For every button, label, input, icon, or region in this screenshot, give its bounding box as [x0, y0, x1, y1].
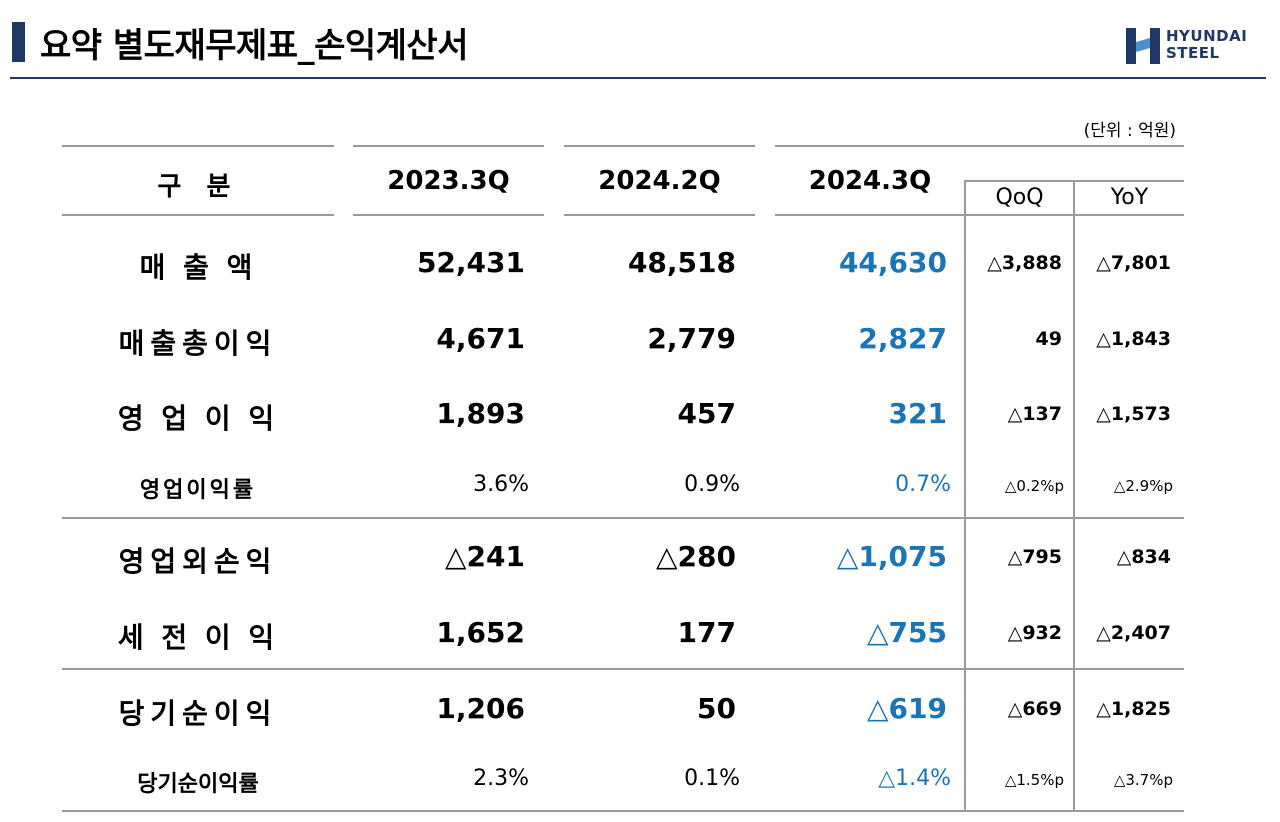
header-yoy: YoY [1110, 185, 1149, 210]
operating-margin-2024-2q: 0.9% [684, 472, 740, 497]
row-label-revenue: 매 출 액 [139, 251, 257, 284]
non-operating-qoq: △795 [1007, 546, 1062, 568]
net-margin-2024-3q: △1.4% [878, 766, 951, 791]
net-margin-yoy: △3.7%p [1113, 771, 1173, 789]
header-bottom-line [775, 214, 1184, 216]
operating-profit-yoy: △1,573 [1096, 403, 1171, 425]
row-label-operating-margin: 영업이익률 [139, 478, 257, 503]
header-bottom-line [564, 214, 755, 216]
table-top-line [775, 145, 1184, 147]
pretax-income-yoy: △2,407 [1096, 622, 1171, 644]
net-margin-2024-2q: 0.1% [684, 766, 740, 791]
revenue-2024-3q: 44,630 [838, 246, 947, 279]
net-income-qoq: △669 [1007, 698, 1062, 720]
non-operating-2024-3q: △1,075 [836, 540, 947, 573]
hyundai-steel-logo: HYUNDAI STEEL [1126, 26, 1247, 66]
pretax-income-2023-3q: 1,652 [436, 616, 525, 649]
row-label-net-income: 당기순이익 [118, 697, 278, 730]
row-label-non-operating: 영업외손익 [118, 545, 278, 578]
operating-profit-qoq: △137 [1007, 403, 1062, 425]
title-accent-bar [12, 22, 25, 62]
revenue-yoy: △7,801 [1096, 252, 1171, 274]
operating-margin-2024-3q: 0.7% [895, 472, 951, 497]
operating-profit-2024-2q: 457 [677, 397, 736, 430]
row-label-operating-profit: 영 업 이 익 [117, 402, 279, 435]
column-divider [1073, 180, 1075, 812]
non-operating-yoy: △834 [1116, 546, 1171, 568]
header-2024-3q: 2024.3Q [808, 166, 932, 196]
gross-profit-yoy: △1,843 [1096, 328, 1171, 350]
operating-margin-qoq: △0.2%p [1004, 477, 1064, 495]
page-title: 요약 별도재무제표_손익계산서 [40, 26, 468, 66]
header-bottom-line [353, 214, 544, 216]
net-margin-qoq: △1.5%p [1004, 771, 1064, 789]
operating-margin-yoy: △2.9%p [1113, 477, 1173, 495]
pretax-income-2024-3q: △755 [867, 616, 947, 649]
row-label-net-margin: 당기순이익률 [137, 772, 259, 797]
net-income-2024-3q: △619 [867, 692, 947, 725]
operating-profit-2023-3q: 1,893 [436, 397, 525, 430]
section-divider [62, 668, 1184, 670]
header-bottom-line [62, 214, 334, 216]
header-2023-3q: 2023.3Q [387, 166, 510, 196]
revenue-2024-2q: 48,518 [627, 246, 736, 279]
row-label-gross-profit: 매출총이익 [118, 327, 278, 360]
header-2024-2q: 2024.2Q [598, 166, 721, 196]
hyundai-steel-logo-icon [1126, 28, 1160, 64]
column-divider [964, 180, 966, 812]
gross-profit-qoq: 49 [1035, 328, 1062, 350]
logo-text: HYUNDAI STEEL [1166, 28, 1247, 62]
table-top-line [353, 145, 544, 147]
net-income-yoy: △1,825 [1096, 698, 1171, 720]
logo-line2: STEEL [1166, 44, 1220, 62]
pretax-income-2024-2q: 177 [677, 616, 736, 649]
header-label: 구 분 [157, 172, 239, 202]
revenue-2023-3q: 52,431 [416, 246, 525, 279]
operating-margin-2023-3q: 3.6% [473, 472, 529, 497]
header-divider [10, 77, 1266, 79]
table-bottom-line [62, 810, 1184, 812]
net-income-2024-2q: 50 [697, 692, 736, 725]
section-divider [62, 517, 1184, 519]
pretax-income-qoq: △932 [1007, 622, 1062, 644]
net-margin-2023-3q: 2.3% [473, 766, 529, 791]
logo-line1: HYUNDAI [1166, 27, 1248, 45]
net-income-2023-3q: 1,206 [436, 692, 525, 725]
non-operating-2024-2q: △280 [656, 540, 736, 573]
row-label-pretax-income: 세 전 이 익 [117, 621, 279, 654]
unit-label: (단위 : 억원) [1083, 121, 1176, 141]
gross-profit-2024-2q: 2,779 [647, 322, 736, 355]
operating-profit-2024-3q: 321 [888, 397, 947, 430]
table-top-line [564, 145, 755, 147]
header-qoq: QoQ [995, 185, 1044, 210]
revenue-qoq: △3,888 [987, 252, 1062, 274]
gross-profit-2024-3q: 2,827 [858, 322, 947, 355]
table-top-line [62, 145, 334, 147]
non-operating-2023-3q: △241 [445, 540, 525, 573]
gross-profit-2023-3q: 4,671 [436, 322, 525, 355]
